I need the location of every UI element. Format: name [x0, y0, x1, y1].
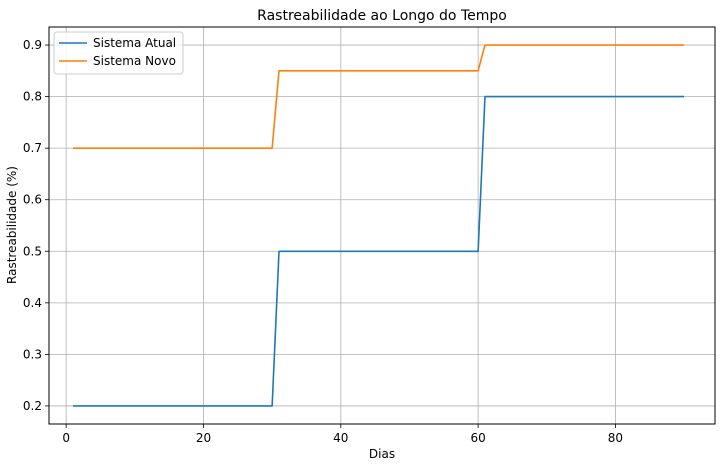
y-tick-label: 0.6 [23, 193, 42, 207]
plot-frame [48, 26, 716, 425]
legend-label-2: Sistema Novo [93, 54, 176, 68]
x-tick-label: 40 [333, 431, 348, 445]
grid [49, 27, 715, 424]
x-tick-label: 80 [608, 431, 623, 445]
series-line-1 [73, 95, 685, 407]
y-tick-label: 0.4 [23, 296, 42, 310]
legend: Sistema Atual Sistema Novo [53, 31, 184, 75]
x-tick-label: 60 [470, 431, 485, 445]
x-tick-label: 20 [196, 431, 211, 445]
chart-title: Rastreabilidade ao Longo do Tempo [257, 8, 507, 24]
series-line-2 [73, 44, 685, 149]
x-axis-label: Dias [369, 447, 395, 461]
y-tick-label: 0.9 [23, 38, 42, 52]
y-tick-label: 0.5 [23, 244, 42, 258]
x-tick-label: 0 [62, 431, 70, 445]
y-axis-label: Rastreabilidade (%) [5, 166, 19, 284]
y-tick-label: 0.7 [23, 141, 42, 155]
y-tick-label: 0.3 [23, 347, 42, 361]
x-axis: 0 20 40 60 80 [62, 424, 623, 445]
y-tick-label: 0.8 [23, 90, 42, 104]
legend-label-1: Sistema Atual [93, 36, 176, 50]
series-group [73, 44, 685, 407]
y-axis: 0.2 0.3 0.4 0.5 0.6 0.7 0.8 0.9 [23, 38, 49, 413]
y-tick-label: 0.2 [23, 399, 42, 413]
